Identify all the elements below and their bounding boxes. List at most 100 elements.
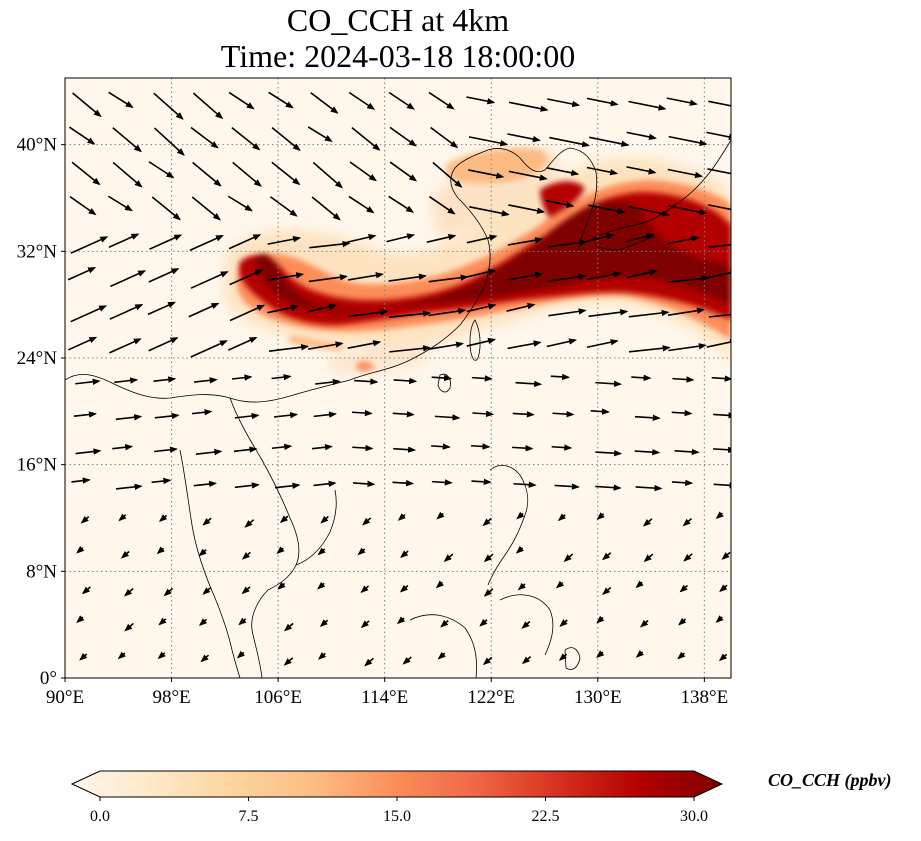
colorbar-ticks: 0.0 7.5 15.0 22.5 30.0	[90, 797, 708, 825]
lon-tick-label-4: 122°E	[467, 687, 515, 708]
wind-arrow-209	[267, 236, 302, 245]
wind-arrow-221	[69, 195, 97, 216]
wind-arrow-270	[668, 135, 708, 146]
wind-arrow-149	[595, 380, 622, 387]
wind-arrow-178	[389, 310, 432, 319]
wind-arrow-266	[507, 133, 541, 143]
wind-arrow-232	[508, 204, 546, 214]
wind-arrow-193	[308, 274, 348, 283]
wind-arrow-174	[229, 304, 266, 322]
wind-arrow-102	[75, 448, 102, 455]
wind-arrow-1	[117, 651, 126, 660]
wind-arrow-103	[112, 444, 134, 451]
lat-tick-label-2: 16°N	[17, 455, 58, 476]
wind-arrow-162	[427, 341, 464, 351]
wind-arrow-262	[351, 127, 381, 151]
wind-arrow-52	[120, 550, 130, 559]
colorbar-label: CO_CCH (ppbv)	[768, 770, 892, 790]
wind-arrow-69	[118, 513, 127, 522]
wind-arrow-53	[156, 546, 165, 555]
wind-arrow-137	[114, 377, 139, 384]
wind-arrow-73	[279, 515, 289, 524]
wind-arrow-284	[547, 98, 581, 108]
wind-arrow-257	[153, 127, 185, 156]
wind-arrow-247	[432, 161, 463, 188]
wind-arrow-249	[508, 170, 548, 181]
title-line-1: CO_CCH at 4km	[286, 2, 510, 38]
wind-arrow-71	[202, 517, 212, 526]
graticule	[65, 78, 731, 678]
wind-arrow-109	[352, 444, 374, 452]
wind-arrow-67	[721, 551, 731, 560]
wind-arrow-186	[708, 313, 731, 318]
wind-arrow-105	[195, 448, 223, 456]
wind-arrow-201	[626, 269, 658, 279]
china-coastline	[65, 149, 491, 403]
wind-arrow-46	[555, 580, 565, 589]
wind-arrow-242	[232, 161, 262, 187]
wind-arrow-25	[397, 616, 406, 625]
wind-arrow-202	[668, 275, 710, 283]
wind-arrow-154	[109, 338, 142, 354]
wind-arrow-136	[75, 378, 101, 385]
wind-arrow-59	[400, 550, 409, 559]
wind-arrow-31	[640, 619, 649, 628]
wind-arrow-286	[628, 100, 667, 111]
lat-tick-label-5: 40°N	[17, 135, 58, 156]
colorbar-tick-label-3: 22.5	[532, 808, 560, 825]
wind-arrow-189	[148, 268, 180, 283]
wind-arrow-195	[388, 273, 427, 282]
wind-arrow-212	[386, 233, 416, 243]
wind-arrow-269	[626, 131, 657, 141]
wind-arrow-15	[677, 651, 686, 660]
wind-arrow-210	[309, 240, 351, 249]
wind-arrow-100	[671, 479, 694, 486]
wind-arrow-225	[227, 195, 253, 212]
wind-arrow-142	[315, 378, 341, 386]
wind-arrow-213	[426, 234, 457, 243]
wind-arrow-254	[707, 168, 731, 175]
wind-arrow-239	[112, 161, 143, 188]
wind-arrow-180	[466, 303, 497, 313]
wind-arrow-250	[546, 167, 580, 176]
wind-arrow-245	[349, 161, 377, 182]
wind-arrow-123	[234, 412, 260, 420]
wind-arrow-89	[234, 482, 260, 489]
wind-arrow-74	[320, 515, 329, 524]
wind-arrow-156	[190, 340, 228, 358]
lon-tick-label-1: 98°E	[152, 687, 190, 708]
wind-arrow-36	[163, 587, 174, 597]
wind-arrow-215	[507, 237, 544, 246]
wind-arrow-223	[151, 196, 181, 221]
wind-arrow-35	[123, 587, 134, 597]
wind-arrow-273	[108, 91, 134, 109]
wind-arrow-38	[241, 586, 251, 595]
philippines-coastline	[487, 465, 529, 586]
wind-arrow-86	[115, 483, 143, 491]
wind-arrow-85	[71, 477, 91, 484]
wind-arrow-18	[124, 622, 134, 632]
wind-arrow-117	[674, 448, 700, 456]
wind-arrow-124	[274, 412, 299, 419]
wind-arrow-90	[274, 482, 301, 489]
colorbar: 0.0 7.5 15.0 22.5 30.0	[70, 770, 724, 825]
wind-arrow-62	[515, 545, 524, 554]
wind-arrow-78	[482, 517, 492, 527]
wind-arrow-241	[192, 161, 222, 187]
wind-arrow-282	[466, 96, 496, 105]
wind-arrow-230	[428, 195, 456, 215]
wind-arrow-98	[595, 484, 622, 491]
wind-arrow-7	[364, 657, 374, 667]
wind-arrow-277	[268, 91, 294, 109]
wind-arrow-185	[667, 307, 706, 316]
wind-arrow-283	[508, 101, 549, 112]
wind-arrow-4	[236, 650, 245, 659]
wind-arrow-276	[228, 91, 255, 110]
wind-arrow-107	[271, 443, 293, 451]
vietnam-coastline	[295, 489, 337, 566]
wind-arrow-267	[549, 136, 591, 148]
wind-arrow-56	[276, 546, 285, 555]
wind-arrow-233	[546, 199, 575, 208]
wind-arrow-128	[434, 414, 461, 421]
wind-arrow-30	[596, 615, 605, 624]
